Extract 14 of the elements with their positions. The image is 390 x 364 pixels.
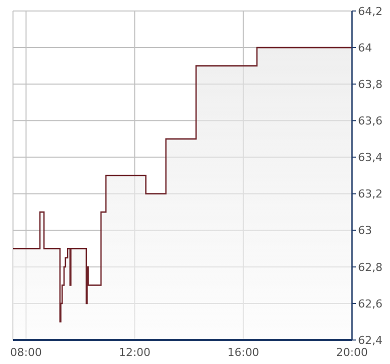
x-tick-label: 08:00 <box>10 346 42 359</box>
y-tick-label: 63,8 <box>358 78 382 92</box>
y-tick-label: 64,2 <box>358 4 382 18</box>
y-tick-label: 63 <box>358 224 372 238</box>
y-tick-label: 62,8 <box>358 260 382 274</box>
y-tick-label: 62,6 <box>358 297 382 310</box>
x-tick-label: 16:00 <box>227 346 260 359</box>
y-tick-label: 62,4 <box>358 334 382 347</box>
x-tick-label: 20:00 <box>336 346 368 359</box>
y-tick-label: 64 <box>358 41 372 54</box>
x-tick-label: 12:00 <box>118 346 151 359</box>
y-tick-label: 63,6 <box>358 114 382 128</box>
y-tick-label: 63,4 <box>358 151 382 164</box>
y-tick-label: 63,2 <box>358 188 382 201</box>
